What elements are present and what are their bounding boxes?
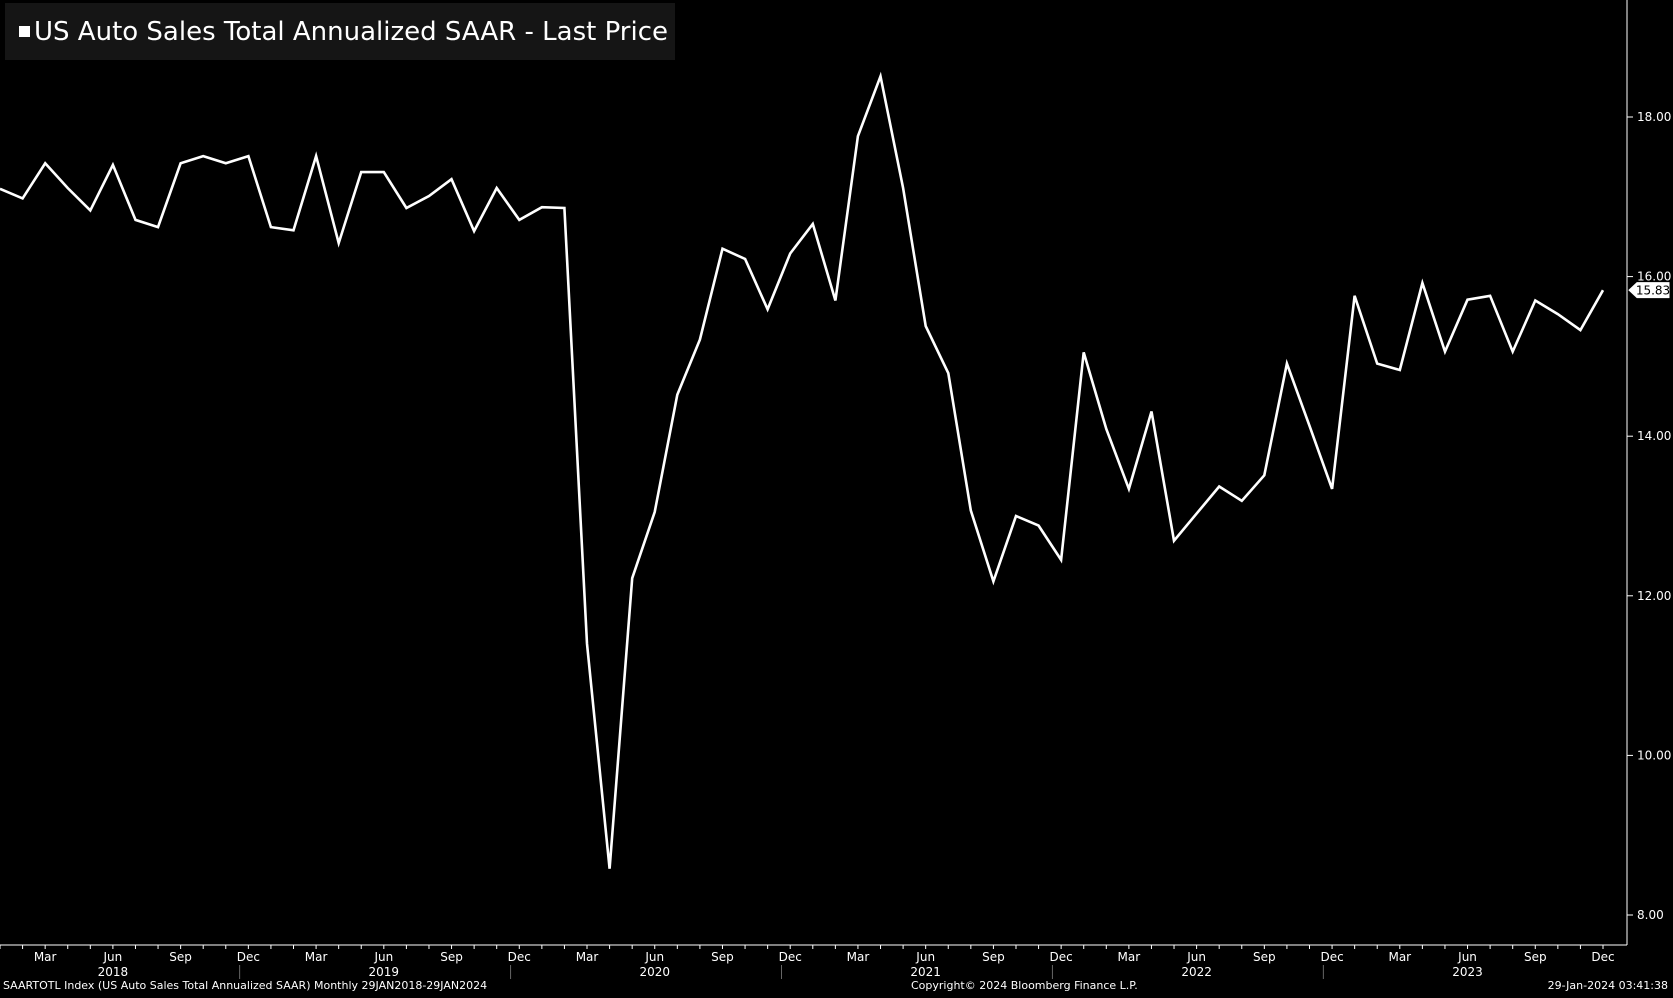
x-year-label: 2023 [1452,965,1483,979]
x-tick-label: Mar [1118,950,1141,964]
y-tick-label: 12.00 [1637,589,1671,603]
x-tick-label: Dec [237,950,260,964]
x-tick-label: Sep [440,950,463,964]
y-tick-label: 10.00 [1637,748,1671,762]
footer-copyright: Copyright© 2024 Bloomberg Finance L.P. [911,979,1138,992]
x-tick-label: Mar [34,950,57,964]
last-value-label: 15.83 [1628,282,1670,299]
series-layer [0,71,1605,869]
x-tick-label: Jun [373,950,393,964]
x-tick-label: Jun [1457,950,1477,964]
x-tick-label: Sep [169,950,192,964]
footer-timestamp: 29-Jan-2024 03:41:38 [1547,979,1668,992]
x-tick-label: Dec [1591,950,1614,964]
legend-swatch [19,26,30,37]
last-value-badge [1628,282,1670,299]
y-tick-label: 18.00 [1637,110,1671,124]
legend: US Auto Sales Total Annualized SAAR - La… [5,3,675,60]
series-line-us-auto-sales [0,71,1605,869]
x-tick-label: Dec [508,950,531,964]
y-tick-label: 8.00 [1637,908,1664,922]
x-year-label: 2019 [369,965,400,979]
y-tick-label: 16.00 [1637,270,1671,284]
x-tick-label: Dec [1320,950,1343,964]
y-tick-label: 14.00 [1637,429,1671,443]
x-tick-label: Sep [711,950,734,964]
footer-ticker-info: SAARTOTL Index (US Auto Sales Total Annu… [3,979,488,992]
y-axis: 8.00 10.00 12.00 14.00 16.00 18.00 [1626,0,1671,945]
x-tick-label: Mar [305,950,328,964]
x-axis: Mar Jun Sep Dec Mar Jun Sep Dec Mar Jun Sep Dec Mar J… [0,944,1627,979]
x-tick-label: Sep [982,950,1005,964]
x-year-label: 2021 [910,965,941,979]
x-tick-label: Jun [103,950,123,964]
x-tick-label: Mar [847,950,870,964]
x-tick-label: Sep [1253,950,1276,964]
x-tick-label: Mar [1388,950,1411,964]
x-tick-label: Sep [1524,950,1547,964]
x-tick-label: Dec [1050,950,1073,964]
x-tick-label: Dec [779,950,802,964]
x-year-label: 2020 [639,965,670,979]
last-value-text: 15.83 [1636,284,1670,298]
x-tick-label: Jun [644,950,664,964]
x-tick-label: Mar [576,950,599,964]
x-tick-label: Jun [915,950,935,964]
legend-label: US Auto Sales Total Annualized SAAR - La… [34,16,669,47]
x-tick-label: Jun [1186,950,1206,964]
x-year-label: 2022 [1181,965,1212,979]
x-year-label: 2018 [98,965,129,979]
